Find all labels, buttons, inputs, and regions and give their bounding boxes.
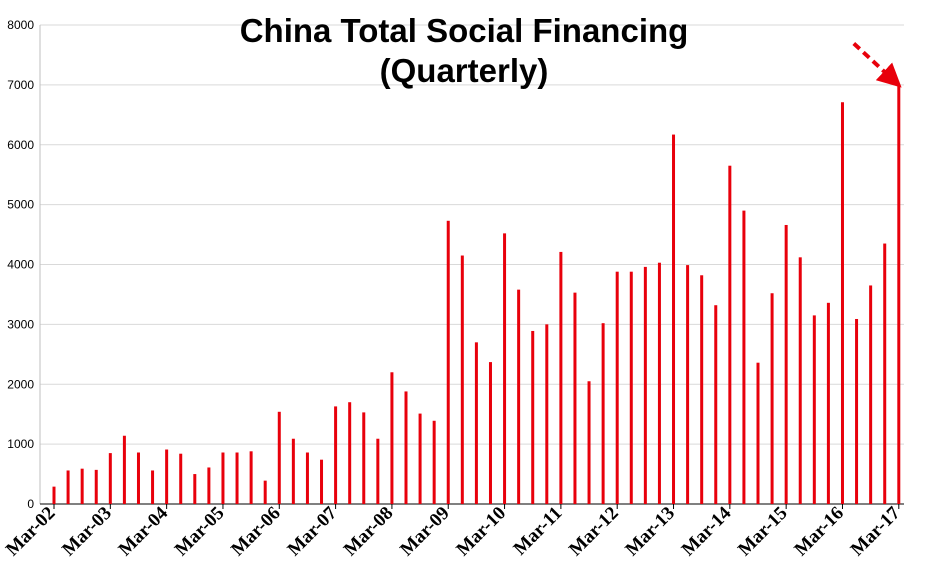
bar — [855, 318, 859, 504]
bar — [108, 453, 112, 504]
y-tick-label: 6000 — [7, 138, 34, 152]
x-tick-label: Mar-10 — [452, 503, 510, 561]
bar — [52, 486, 56, 504]
bar — [263, 480, 267, 504]
bar — [812, 315, 816, 504]
bar — [320, 459, 324, 504]
bar — [714, 305, 718, 504]
x-tick-label: Mar-17 — [847, 502, 905, 560]
bar — [601, 323, 605, 504]
bar — [897, 85, 901, 504]
bar — [883, 243, 887, 504]
y-tick-label: 0 — [27, 497, 34, 511]
bar — [672, 134, 676, 505]
bars — [52, 85, 901, 505]
axes — [39, 25, 904, 509]
bar — [840, 102, 844, 505]
bar — [432, 420, 436, 504]
x-tick-label: Mar-02 — [2, 503, 60, 561]
bar — [531, 330, 535, 504]
bar — [151, 470, 155, 504]
y-tick-label: 2000 — [7, 377, 34, 391]
y-tick-label: 1000 — [7, 437, 34, 451]
bar — [334, 406, 338, 504]
x-tick-label: Mar-03 — [58, 503, 116, 561]
highlight-arrow — [852, 42, 902, 88]
bar — [122, 435, 126, 504]
x-tick-label: Mar-13 — [621, 503, 679, 561]
gridlines — [40, 24, 904, 445]
chart-title: China Total Social Financing — [239, 12, 689, 49]
y-tick-label: 4000 — [7, 258, 34, 272]
bar — [742, 210, 746, 505]
bar — [728, 165, 732, 505]
bar — [643, 266, 647, 504]
bar — [869, 285, 873, 504]
bar — [615, 271, 619, 504]
bar — [503, 233, 507, 505]
bar — [629, 271, 633, 504]
bar — [362, 412, 366, 504]
bar — [587, 381, 591, 504]
bar — [784, 224, 788, 505]
bar — [221, 452, 225, 504]
x-tick-label: Mar-11 — [510, 503, 567, 560]
bar — [179, 453, 183, 504]
x-tick-label: Mar-06 — [227, 503, 285, 561]
y-tick-label: 7000 — [7, 78, 34, 92]
bar — [136, 452, 140, 504]
bar — [826, 302, 830, 504]
bar — [80, 468, 84, 504]
bar — [291, 438, 295, 504]
bar — [235, 452, 239, 504]
bar — [66, 470, 70, 504]
bar — [700, 275, 704, 504]
bar — [390, 372, 394, 504]
x-tick-label: Mar-05 — [171, 503, 229, 561]
x-tick-label: Mar-14 — [678, 502, 736, 560]
bar — [418, 413, 422, 504]
bar — [770, 293, 774, 504]
annotations — [852, 42, 902, 88]
x-tick-label: Mar-04 — [115, 502, 173, 560]
bar — [474, 342, 478, 504]
x-tick-label: Mar-08 — [340, 503, 398, 561]
bar — [559, 251, 563, 504]
bar — [249, 451, 253, 504]
x-tick-label: Mar-07 — [284, 502, 342, 560]
x-tick-label: Mar-16 — [790, 503, 848, 561]
bar — [488, 362, 492, 504]
x-tick-label: Mar-12 — [565, 503, 623, 561]
bar — [798, 257, 802, 504]
bar — [545, 324, 549, 504]
bar — [573, 292, 577, 504]
y-tick-label: 3000 — [7, 317, 34, 331]
bar — [94, 469, 98, 504]
x-tick-label: Mar-09 — [396, 503, 454, 561]
y-tick-label: 5000 — [7, 198, 34, 212]
bar — [446, 220, 450, 504]
chart-subtitle: (Quarterly) — [379, 52, 549, 89]
bar — [165, 449, 169, 504]
bar — [207, 467, 211, 504]
bar — [460, 255, 464, 504]
bar — [517, 289, 521, 504]
bar — [376, 438, 380, 504]
bar — [193, 474, 197, 504]
y-tick-label: 8000 — [7, 18, 34, 32]
bar — [277, 411, 281, 504]
bar — [686, 265, 690, 504]
bar — [756, 362, 760, 504]
bar — [404, 391, 408, 504]
x-tick-label: Mar-15 — [734, 503, 792, 561]
bar — [348, 402, 352, 504]
bar — [305, 452, 309, 504]
bar — [657, 262, 661, 504]
